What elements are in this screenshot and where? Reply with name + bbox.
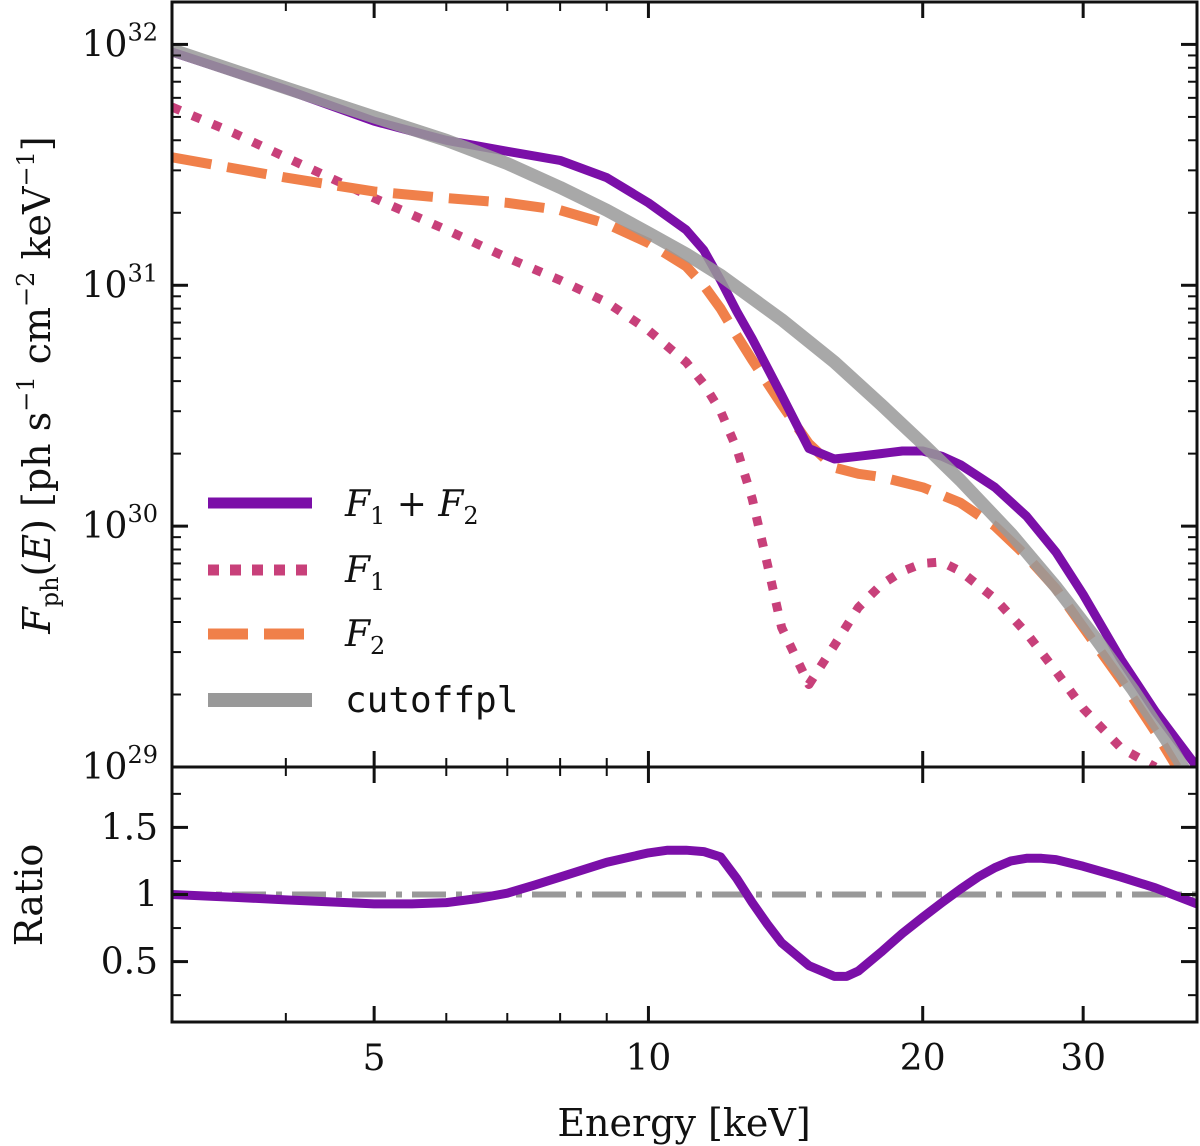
legend-label-cutoffpl: cutoffpl [345,680,518,721]
series-line-ratio [172,845,1197,981]
ratio-y-tick-label: 1.5 [101,807,158,848]
main-x-ticks [284,2,1085,767]
series-line-cutoffpl [172,43,1191,767]
legend-entry-f2: F2 [208,614,385,660]
ratio-y-axis-label: Ratio [7,844,51,946]
x-axis-label: Energy [keV] [557,1101,810,1145]
y-tick-label: 1030 [82,500,158,547]
ratio-panel: 0.5 1 1.5 5 10 20 30 Ratio Energy [keV] [7,765,1199,1145]
main-y-ticks: 1029 1030 1031 1032 [82,18,1197,788]
main-y-axis-label: Fph(E) [ph s−1 cm−2 keV−1] [12,136,64,634]
ratio-series-group [172,845,1197,981]
y-tick-label: 1032 [82,18,158,65]
ratio-y-tick-label: 0.5 [101,942,158,983]
series-line-f1 [172,102,1158,767]
legend-entry-f1: F1 [208,550,385,596]
legend-entry-f1-plus-f2: F1 + F2 [208,484,479,530]
legend-label-f2: F2 [344,614,385,660]
y-tick-label: 1029 [82,741,158,788]
main-panel: 1029 1030 1031 1032 Fph(E) [ph s−1 cm−2 keV… [12,0,1199,788]
x-tick-label: 20 [900,1038,946,1079]
legend-label-f1-plus-f2: F1 + F2 [344,484,479,530]
ratio-x-ticks: 5 10 20 30 [284,767,1106,1079]
legend-label-f1: F1 [344,550,385,596]
y-tick-label: 1031 [82,259,158,306]
legend: F1 + F2 F1 F2 cutoffpl [208,484,518,721]
x-tick-label: 30 [1060,1038,1106,1079]
ratio-y-tick-label: 1 [135,875,158,916]
x-tick-label: 5 [363,1038,386,1079]
legend-entry-cutoffpl: cutoffpl [208,680,518,721]
series-line-f1-f2 [172,47,1197,767]
x-tick-label: 10 [626,1038,672,1079]
ratio-y-ticks: 0.5 1 1.5 [101,792,1197,997]
main-axes-frame [170,0,1199,769]
main-series-group [172,43,1197,767]
